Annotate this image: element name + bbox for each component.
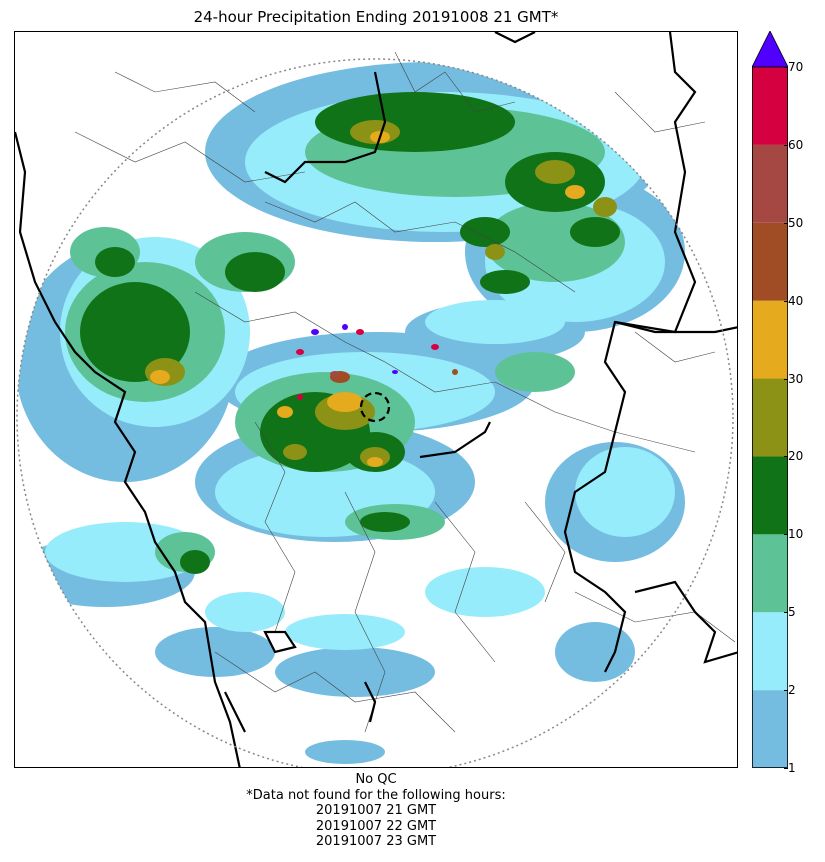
qc-note: No QC	[355, 772, 397, 787]
radar-site-marker	[359, 391, 391, 423]
map-title: 24-hour Precipitation Ending 20191008 21…	[193, 8, 559, 26]
missing-hour: 20191007 21 GMT	[315, 803, 437, 818]
colorbar-segment	[752, 144, 788, 223]
colorbar-tick-label: 10	[783, 527, 804, 542]
colorbar-segment	[752, 67, 788, 145]
colorbar-tick-labels: 1 2 5 10 20 30 40 50 60 70	[783, 31, 825, 774]
missing-hour: 20191007 22 GMT	[315, 818, 437, 834]
map-canvas	[15, 32, 737, 767]
colorbar-tick-label: 1	[784, 761, 796, 775]
colorbar-segment	[752, 456, 788, 535]
colorbar-segment	[752, 300, 788, 379]
colorbar-segment	[752, 612, 788, 691]
missing-data-note: *Data not found for the following hours:	[246, 787, 506, 803]
colorbar-scale	[751, 30, 789, 768]
colorbar-tick-label: 20	[783, 449, 804, 464]
colorbar-tick-label: 40	[783, 293, 804, 308]
colorbar	[751, 30, 789, 768]
footer-notes: No QC *Data not found for the following …	[14, 772, 738, 850]
colorbar-segment	[752, 222, 788, 301]
precipitation-layer	[17, 62, 685, 764]
missing-hour: 20191007 23 GMT	[315, 834, 437, 849]
colorbar-border	[752, 66, 788, 768]
colorbar-tick-label: 50	[783, 215, 804, 230]
colorbar-tick-label: 70	[783, 60, 804, 74]
colorbar-tick-label: 30	[783, 371, 804, 386]
radar-range-ring	[16, 58, 734, 767]
precipitation-map[interactable]	[14, 31, 738, 768]
colorbar-tick-label: 5	[784, 605, 796, 620]
colorbar-tick-label: 60	[783, 137, 804, 152]
colorbar-segment	[752, 534, 788, 613]
colorbar-segment	[752, 378, 788, 457]
colorbar-segment	[752, 690, 788, 768]
district-boundaries	[74, 51, 736, 733]
state-boundaries	[15, 32, 737, 767]
colorbar-tick-label: 2	[784, 683, 796, 698]
colorbar-overflow-arrow	[751, 30, 789, 68]
